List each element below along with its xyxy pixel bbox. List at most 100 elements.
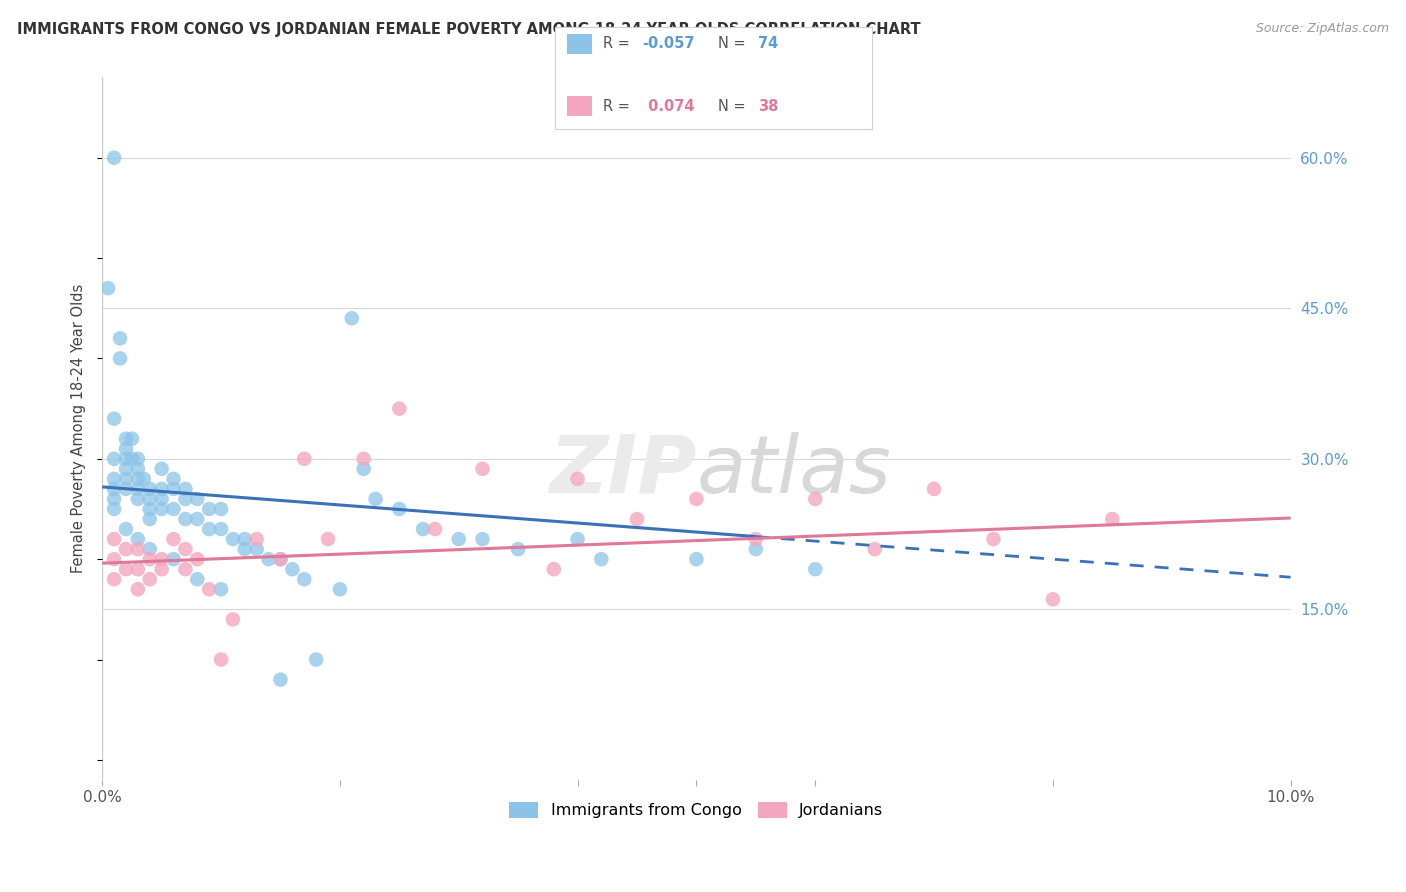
Point [103, 451, 125, 466]
Point [257, 552, 280, 566]
Text: R =: R = [603, 37, 634, 51]
Point [127, 472, 149, 486]
Point [364, 491, 387, 506]
Point [115, 542, 138, 557]
Point [174, 542, 197, 557]
Text: 74: 74 [758, 37, 778, 51]
Point [340, 311, 363, 326]
Point [353, 451, 375, 466]
Text: 38: 38 [758, 99, 778, 113]
Point [922, 482, 945, 496]
Point [108, 331, 131, 345]
Point [198, 522, 221, 536]
Point [139, 491, 162, 506]
Point [115, 451, 138, 466]
Point [198, 502, 221, 516]
Point [222, 612, 245, 626]
Point [127, 532, 149, 546]
Point [127, 451, 149, 466]
Point [150, 562, 173, 576]
Point [150, 552, 173, 566]
Point [139, 502, 162, 516]
Point [115, 462, 138, 476]
Point [115, 472, 138, 486]
Point [103, 411, 125, 425]
Text: Source: ZipAtlas.com: Source: ZipAtlas.com [1256, 22, 1389, 36]
Point [127, 542, 149, 557]
Text: atlas: atlas [696, 432, 891, 510]
Text: N =: N = [718, 99, 751, 113]
Point [804, 562, 827, 576]
Point [863, 542, 886, 557]
Point [685, 552, 707, 566]
Point [626, 512, 648, 526]
Point [139, 572, 162, 586]
Point [316, 532, 339, 546]
Point [150, 491, 173, 506]
Point [162, 472, 184, 486]
Point [246, 532, 269, 546]
Point [132, 472, 155, 486]
Point [127, 562, 149, 576]
Point [983, 532, 1005, 546]
Point [121, 451, 143, 466]
Text: IMMIGRANTS FROM CONGO VS JORDANIAN FEMALE POVERTY AMONG 18-24 YEAR OLDS CORRELAT: IMMIGRANTS FROM CONGO VS JORDANIAN FEMAL… [17, 22, 921, 37]
Point [115, 442, 138, 456]
Text: 0.074: 0.074 [643, 99, 695, 113]
Point [412, 522, 434, 536]
Point [543, 562, 565, 576]
Point [1042, 592, 1064, 607]
Point [447, 532, 470, 546]
Point [567, 472, 589, 486]
Point [222, 532, 245, 546]
Point [103, 472, 125, 486]
Y-axis label: Female Poverty Among 18-24 Year Olds: Female Poverty Among 18-24 Year Olds [72, 284, 86, 574]
Point [103, 502, 125, 516]
Point [127, 582, 149, 597]
Point [139, 552, 162, 566]
Point [103, 482, 125, 496]
Point [471, 462, 494, 476]
Point [115, 562, 138, 576]
Point [150, 502, 173, 516]
Point [209, 652, 232, 666]
Point [121, 432, 143, 446]
Point [108, 351, 131, 366]
Point [115, 522, 138, 536]
Point [329, 582, 352, 597]
Point [127, 491, 149, 506]
Text: R =: R = [603, 99, 634, 113]
Point [233, 532, 256, 546]
Point [150, 462, 173, 476]
Point [174, 482, 197, 496]
Point [103, 572, 125, 586]
Point [305, 652, 328, 666]
Text: -0.057: -0.057 [643, 37, 695, 51]
Point [471, 532, 494, 546]
Point [103, 151, 125, 165]
Point [162, 552, 184, 566]
Point [127, 462, 149, 476]
Point [115, 482, 138, 496]
Point [174, 512, 197, 526]
Point [246, 542, 269, 557]
Point [388, 401, 411, 416]
Point [186, 491, 208, 506]
Point [139, 512, 162, 526]
Text: ZIP: ZIP [548, 432, 696, 510]
Point [162, 502, 184, 516]
Point [186, 552, 208, 566]
Point [174, 562, 197, 576]
Point [233, 542, 256, 557]
Point [685, 491, 707, 506]
Point [97, 281, 120, 295]
Point [353, 462, 375, 476]
Point [269, 552, 291, 566]
Point [209, 582, 232, 597]
Point [162, 482, 184, 496]
Point [150, 482, 173, 496]
Point [139, 482, 162, 496]
Point [745, 532, 768, 546]
Point [209, 522, 232, 536]
Point [198, 582, 221, 597]
